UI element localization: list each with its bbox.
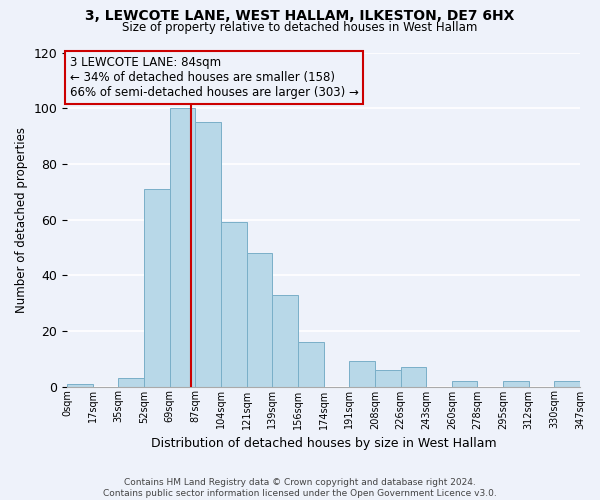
- Bar: [554, 381, 580, 386]
- Bar: [196, 122, 221, 386]
- Bar: [272, 294, 298, 386]
- Text: 3 LEWCOTE LANE: 84sqm
← 34% of detached houses are smaller (158)
66% of semi-det: 3 LEWCOTE LANE: 84sqm ← 34% of detached …: [70, 56, 359, 99]
- Bar: [349, 362, 375, 386]
- Bar: [247, 253, 272, 386]
- Bar: [67, 384, 93, 386]
- Bar: [401, 367, 426, 386]
- Bar: [144, 189, 170, 386]
- Text: Size of property relative to detached houses in West Hallam: Size of property relative to detached ho…: [122, 21, 478, 34]
- Bar: [221, 222, 247, 386]
- Text: 3, LEWCOTE LANE, WEST HALLAM, ILKESTON, DE7 6HX: 3, LEWCOTE LANE, WEST HALLAM, ILKESTON, …: [85, 9, 515, 23]
- Bar: [375, 370, 401, 386]
- Text: Contains HM Land Registry data © Crown copyright and database right 2024.
Contai: Contains HM Land Registry data © Crown c…: [103, 478, 497, 498]
- Bar: [452, 381, 478, 386]
- Bar: [118, 378, 144, 386]
- Bar: [170, 108, 196, 386]
- Bar: [503, 381, 529, 386]
- Y-axis label: Number of detached properties: Number of detached properties: [15, 126, 28, 312]
- X-axis label: Distribution of detached houses by size in West Hallam: Distribution of detached houses by size …: [151, 437, 496, 450]
- Bar: [298, 342, 323, 386]
